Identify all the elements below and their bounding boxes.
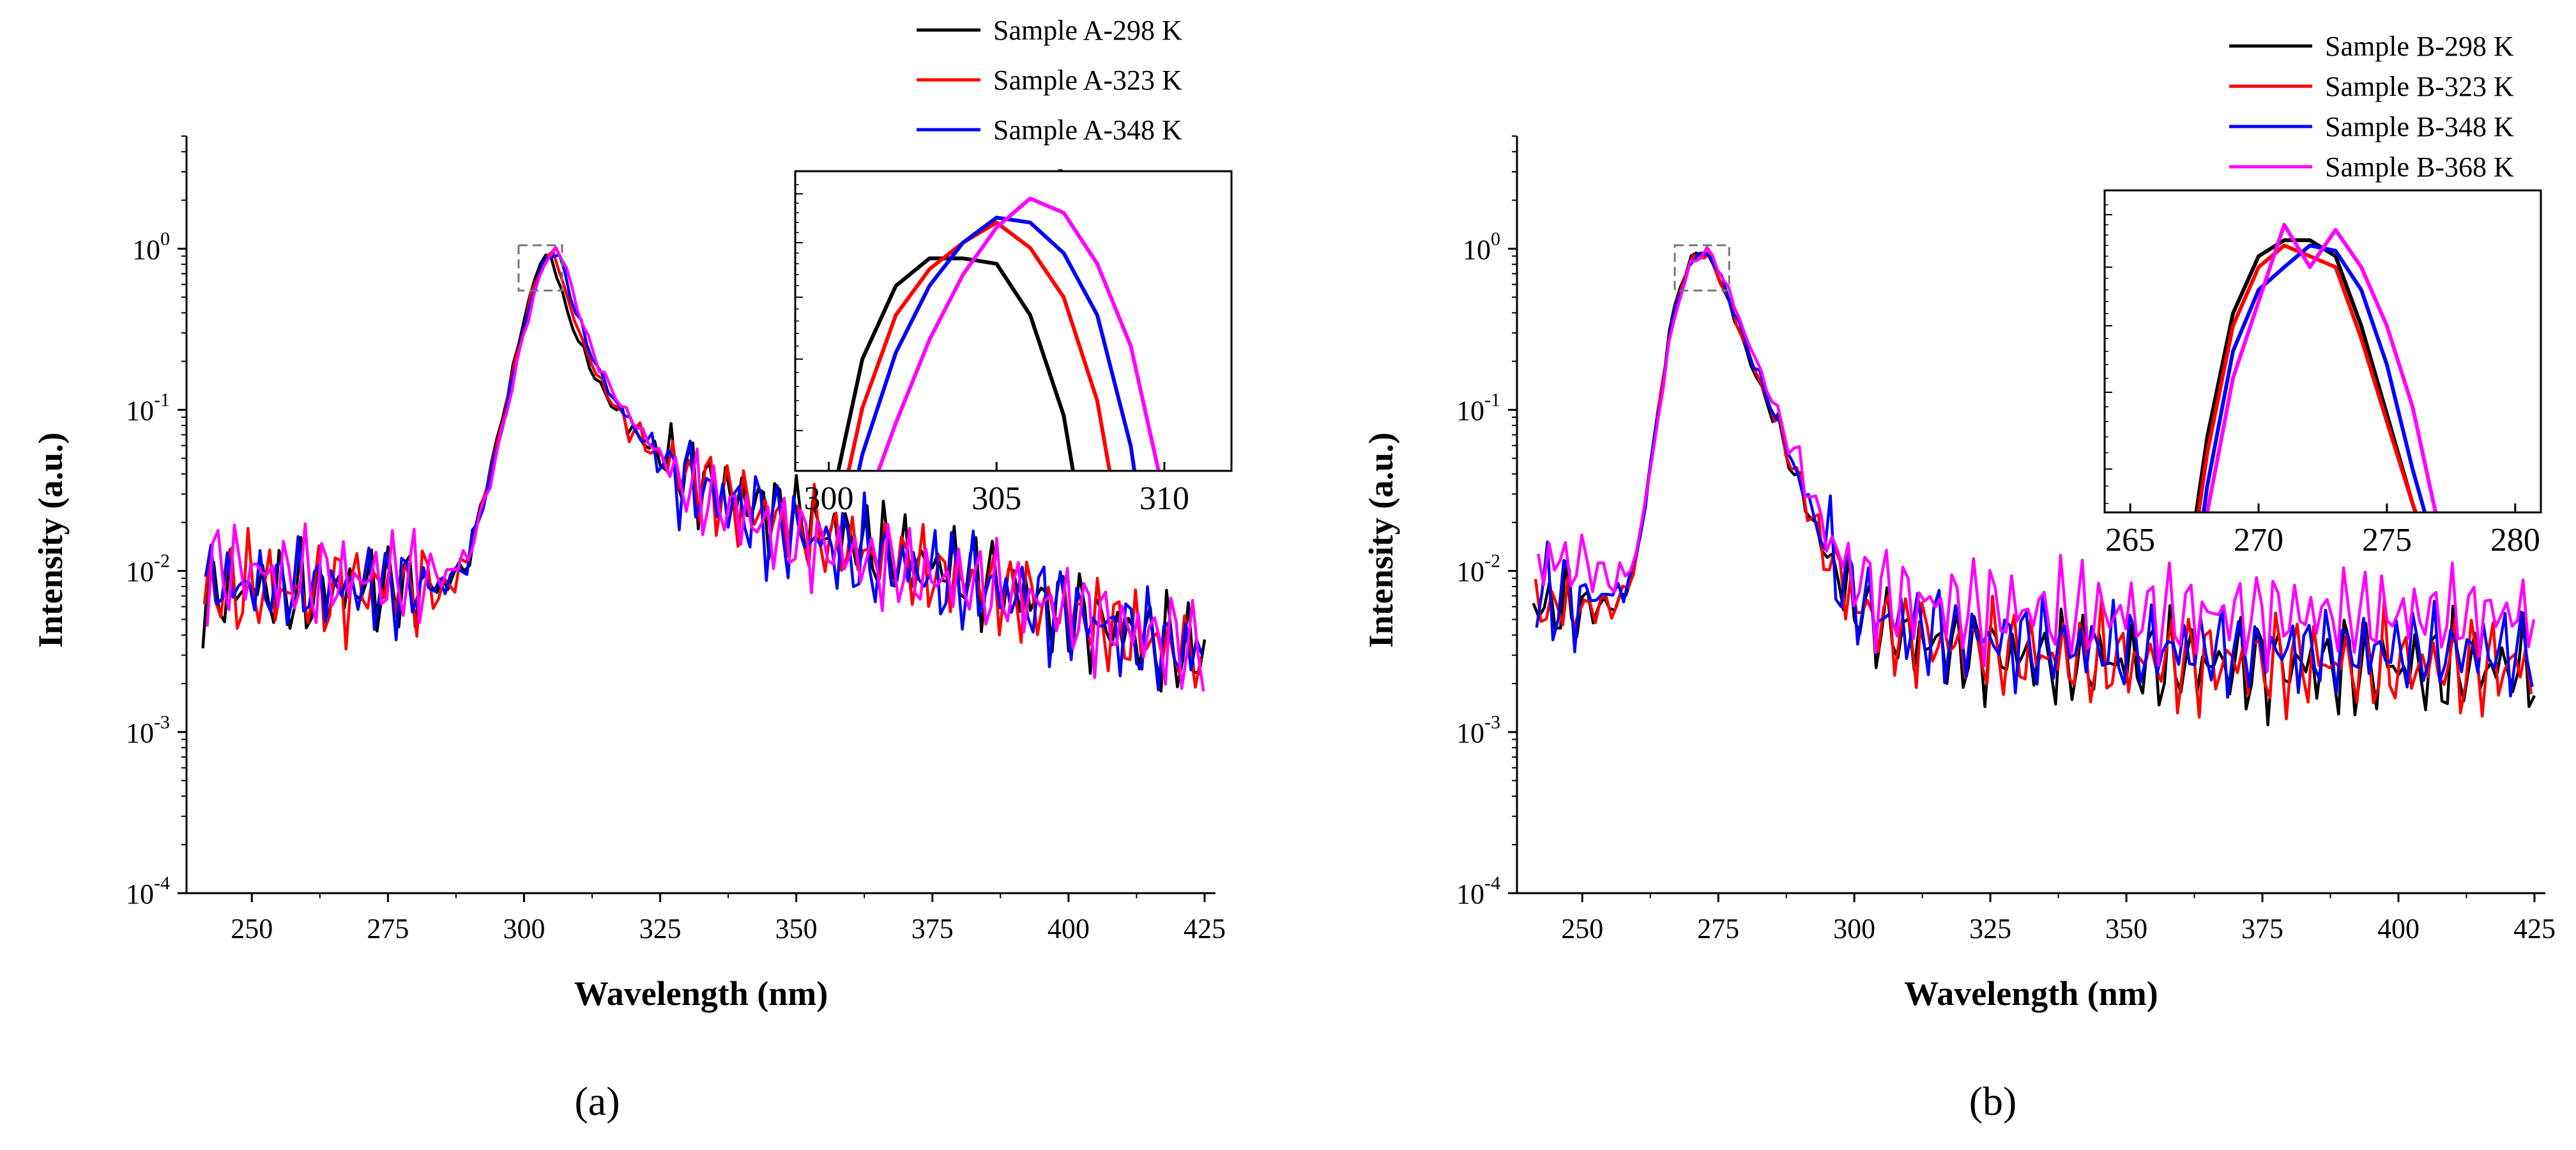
inset-series-line-3	[857, 215, 1137, 471]
inset-plot: 265 270 275 280	[2103, 189, 2542, 558]
y-tick-base: 10	[1456, 878, 1484, 910]
inset-series-line-2	[2197, 243, 2418, 512]
x-tick-label: 350	[775, 913, 818, 944]
inset-x-tick-label: 270	[2234, 522, 2283, 558]
y-tick-exponent: -2	[1484, 551, 1500, 572]
inset-background	[795, 171, 1231, 471]
x-tick-label: 300	[503, 913, 545, 944]
inset-plot: 300 305 310	[794, 170, 1233, 517]
y-tick-exponent: -3	[1484, 712, 1500, 733]
inset-x-tick-label: 310	[1139, 480, 1189, 517]
inset-series-line-4	[876, 196, 1161, 471]
y-tick-base: 10	[126, 395, 154, 426]
panel-b: 250 275 300 325 350 375 400 42510-410-310-210-1…	[1362, 31, 2556, 1124]
zoom-box	[517, 244, 563, 292]
panel-a: 250 275 300 325 350 375 400 42510-410-310-210-1…	[31, 15, 1233, 1124]
inset-x-tick-label: 300	[804, 480, 854, 517]
x-axis-label: Wavelength (nm)	[1904, 974, 2158, 1013]
inset-series-line-1	[836, 256, 1075, 471]
inset-x-tick-label: 280	[2490, 522, 2540, 558]
x-axis-label: Wavelength (nm)	[574, 974, 828, 1013]
x-tick-label: 300	[1833, 913, 1875, 944]
y-tick-label: 10-1	[1456, 389, 1500, 426]
inset-series-line-4	[2205, 222, 2438, 512]
y-tick-base: 10	[1456, 717, 1484, 749]
inset-x-tick-label: 305	[972, 480, 1021, 517]
series-line-4	[206, 245, 1205, 692]
x-tick-label: 275	[367, 913, 409, 944]
x-tick-label: 375	[2241, 913, 2283, 944]
y-tick-base: 10	[126, 717, 154, 749]
y-tick-label: 100	[1463, 228, 1500, 265]
y-axis-label: Intensity (a.u.)	[31, 433, 70, 648]
y-tick-label: 10-2	[126, 551, 170, 588]
legend-label: Sample A-348 K	[993, 114, 1182, 146]
x-tick-label: 425	[1184, 913, 1226, 944]
inset-series-line-3	[2201, 243, 2427, 512]
legend-label: Sample B-348 K	[2325, 111, 2514, 142]
x-tick-label: 400	[2377, 913, 2420, 944]
x-tick-label: 325	[639, 913, 682, 944]
x-tick-label: 375	[911, 913, 954, 944]
x-tick-label: 325	[1969, 913, 2011, 944]
x-tick-label: 250	[1561, 913, 1603, 944]
y-tick-base: 10	[132, 234, 160, 265]
y-tick-exponent: -4	[1484, 873, 1500, 894]
x-tick-label: 275	[1697, 913, 1739, 944]
series-line-4	[1536, 246, 2536, 673]
inset-series-line-2	[846, 220, 1112, 471]
y-tick-label: 10-2	[1456, 551, 1500, 588]
y-tick-base: 10	[1456, 556, 1484, 588]
series-line-3	[204, 253, 1203, 692]
y-tick-label: 10-3	[126, 712, 170, 749]
legend-label: Sample B-298 K	[2325, 31, 2514, 62]
x-tick-label: 425	[2513, 913, 2556, 944]
y-tick-exponent: -2	[154, 551, 170, 572]
y-tick-base: 10	[126, 878, 154, 910]
x-tick-label: 350	[2105, 913, 2147, 944]
y-tick-base: 10	[126, 556, 154, 588]
inset-x-tick-label: 265	[2105, 522, 2155, 558]
legend-label: Sample A-298 K	[993, 15, 1182, 46]
y-tick-base: 10	[1463, 234, 1491, 265]
legend-label: Sample A-323 K	[993, 65, 1182, 96]
y-axis-label: Intensity (a.u.)	[1362, 433, 1400, 648]
legend-label: Sample B-323 K	[2325, 71, 2514, 102]
panel-label: (a)	[574, 1078, 620, 1124]
inset-background	[2105, 190, 2541, 512]
y-tick-exponent: 0	[1491, 228, 1500, 249]
y-tick-base: 10	[1456, 395, 1484, 426]
y-tick-label: 10-4	[1456, 873, 1500, 910]
y-tick-exponent: 0	[160, 228, 170, 249]
x-tick-label: 250	[231, 913, 273, 944]
x-tick-label: 400	[1048, 913, 1090, 944]
inset-x-tick-label: 275	[2362, 522, 2412, 558]
y-tick-exponent: -1	[154, 389, 170, 410]
legend-label: Sample B-368 K	[2325, 151, 2514, 183]
y-tick-label: 100	[132, 228, 170, 265]
zoom-box	[1673, 244, 1730, 292]
y-tick-exponent: -1	[1484, 389, 1500, 410]
y-tick-label: 10-1	[126, 389, 170, 426]
y-tick-exponent: -3	[154, 712, 170, 733]
panel-label: (b)	[1969, 1078, 2017, 1124]
y-tick-label: 10-4	[126, 873, 170, 910]
y-tick-exponent: -4	[154, 873, 170, 894]
y-tick-label: 10-3	[1456, 712, 1500, 749]
